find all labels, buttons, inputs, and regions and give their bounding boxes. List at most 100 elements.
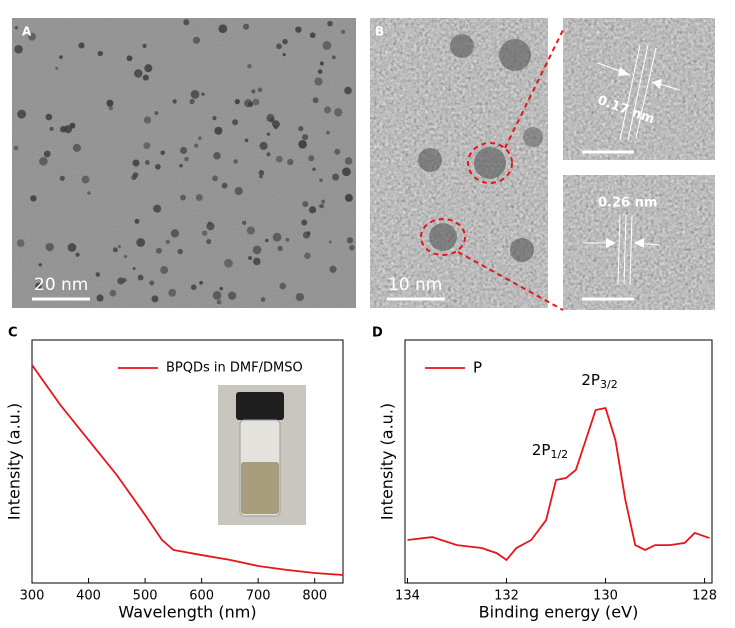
tem-texture — [12, 18, 356, 308]
particle — [247, 64, 252, 69]
x-tick-label: 128 — [692, 589, 717, 604]
particle — [306, 231, 311, 236]
x-tick-label: 500 — [133, 589, 158, 604]
particle — [198, 136, 202, 140]
particle — [334, 148, 341, 155]
particle — [81, 175, 90, 184]
x-axis-label: Wavelength (nm) — [118, 603, 256, 622]
particle — [45, 242, 54, 252]
particle — [227, 291, 237, 300]
particle — [117, 244, 121, 249]
particle — [260, 297, 266, 302]
particle — [252, 245, 262, 255]
particle — [122, 277, 127, 283]
particle — [244, 138, 249, 143]
particle — [233, 159, 238, 164]
particle — [344, 157, 353, 165]
particle — [132, 267, 136, 271]
panel-label: A — [22, 25, 32, 39]
selection-marks — [420, 29, 564, 311]
particle — [201, 92, 205, 96]
particle — [108, 105, 114, 111]
particle — [206, 222, 215, 231]
x-tick-label: 300 — [20, 589, 45, 604]
particle — [142, 43, 147, 49]
particle — [177, 248, 183, 255]
particle — [234, 187, 243, 196]
particle — [272, 232, 282, 242]
particle — [324, 106, 332, 114]
particle — [49, 126, 54, 131]
x-tick-label: 134 — [395, 589, 420, 604]
particle — [149, 280, 155, 286]
particle — [212, 115, 217, 121]
plot-frame — [31, 339, 344, 584]
particle — [45, 113, 53, 121]
particle — [123, 254, 128, 259]
scale-bar-label: 10 nm — [388, 275, 442, 295]
particle — [344, 86, 352, 95]
particle — [160, 266, 169, 275]
particle — [153, 204, 162, 213]
y-axis-label: Intensity (a.u.) — [5, 403, 24, 520]
legend-label: P — [473, 359, 482, 377]
particle — [109, 289, 117, 297]
particle — [221, 182, 228, 189]
particle — [143, 116, 152, 124]
particle — [168, 288, 177, 297]
particle — [172, 99, 177, 104]
x-axis-label: Binding energy (eV) — [479, 603, 639, 622]
particle — [155, 247, 162, 254]
particle — [16, 239, 25, 247]
panel-label: C — [8, 326, 18, 341]
particle — [87, 191, 91, 195]
peak-label-sub: 3/2 — [600, 378, 618, 391]
lattice-fringes — [583, 44, 681, 286]
particle — [259, 174, 263, 179]
particle — [78, 42, 85, 49]
particle — [234, 99, 240, 105]
particle — [232, 119, 239, 126]
particle — [213, 152, 221, 160]
particle — [136, 238, 146, 247]
particle — [137, 274, 144, 281]
particle — [67, 243, 77, 252]
particle — [328, 240, 332, 244]
particle — [276, 43, 282, 50]
particle — [63, 125, 72, 134]
particle — [349, 244, 355, 251]
particle — [304, 252, 311, 259]
particle — [322, 41, 332, 50]
particle — [248, 256, 252, 260]
particle — [219, 286, 224, 291]
particle — [154, 111, 159, 116]
particle — [314, 77, 323, 86]
particle — [106, 99, 114, 107]
particle — [309, 32, 316, 39]
particle — [342, 167, 351, 177]
particle — [39, 157, 48, 166]
particles — [418, 34, 543, 262]
scale-bars — [32, 150, 634, 301]
particle — [332, 173, 340, 181]
particle — [317, 69, 323, 74]
particle — [134, 218, 140, 224]
particle — [327, 20, 333, 27]
particle — [190, 89, 200, 99]
particle — [320, 199, 326, 204]
particle — [180, 194, 186, 201]
particle — [326, 130, 330, 135]
plot-frame — [404, 339, 713, 584]
particle — [246, 226, 255, 235]
particle — [279, 282, 287, 290]
particle — [308, 206, 317, 214]
particle — [189, 98, 195, 105]
particle — [96, 294, 104, 302]
particle — [75, 252, 80, 257]
particle — [212, 291, 222, 300]
x-tick-label: 700 — [246, 589, 271, 604]
tem-images: A B 20 nm 10 nm 0.17 nm 0.26 nm — [12, 18, 715, 311]
arrowheads — [606, 67, 662, 248]
particle — [144, 160, 150, 166]
y-axis-label: Intensity (a.u.) — [378, 403, 397, 520]
